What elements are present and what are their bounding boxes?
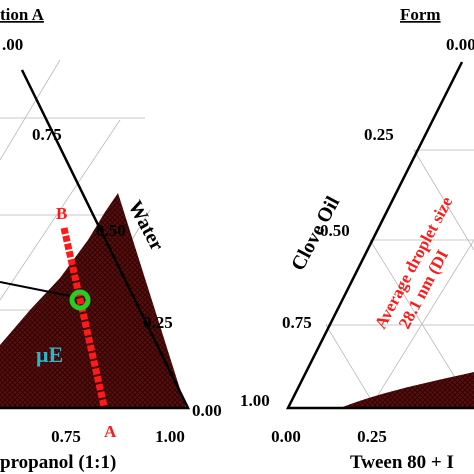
left-panel: tion A .00 B A μE 0.75 0.50 0.25 0.00 Wa… (0, 5, 222, 473)
panel-title: Form (400, 5, 441, 24)
arrow (0, 281, 71, 297)
triangle-edge (0, 69, 191, 410)
microemulsion-region (340, 372, 474, 408)
side-tick-label: 1.00 (240, 391, 270, 410)
apex-label: .00 (2, 35, 23, 54)
point-label: B (56, 204, 67, 223)
bottom-title: Tween 80 + I (350, 452, 454, 473)
right-panel: Form 0.00 0.25 0.50 0.75 1.00 Clove Oil … (240, 5, 474, 473)
side-tick-label: 0.50 (96, 221, 126, 240)
side-tick-label: 0.25 (364, 125, 394, 144)
triangle-edge (285, 61, 474, 410)
bottom-tick-label: 1.00 (155, 427, 185, 446)
panel-title: tion A (0, 5, 45, 24)
bottom-title: propanol (1:1) (0, 452, 116, 473)
selected-point (69, 289, 91, 311)
side-tick-label: 0.75 (32, 125, 62, 144)
point-label: A (104, 422, 117, 441)
region-label: μE (36, 342, 63, 367)
side-tick-label: 0.00 (192, 401, 222, 420)
microemulsion-region (0, 193, 186, 408)
side-tick-label: 0.00 (446, 35, 474, 54)
side-tick-label: 0.25 (143, 313, 173, 332)
bottom-tick-label: 0.75 (51, 427, 81, 446)
bottom-tick-label: 0.00 (271, 427, 301, 446)
bottom-tick-label: 0.25 (357, 427, 387, 446)
side-tick-label: 0.50 (320, 221, 350, 240)
dilution-line (60, 227, 108, 407)
side-tick-label: 0.75 (282, 313, 312, 332)
